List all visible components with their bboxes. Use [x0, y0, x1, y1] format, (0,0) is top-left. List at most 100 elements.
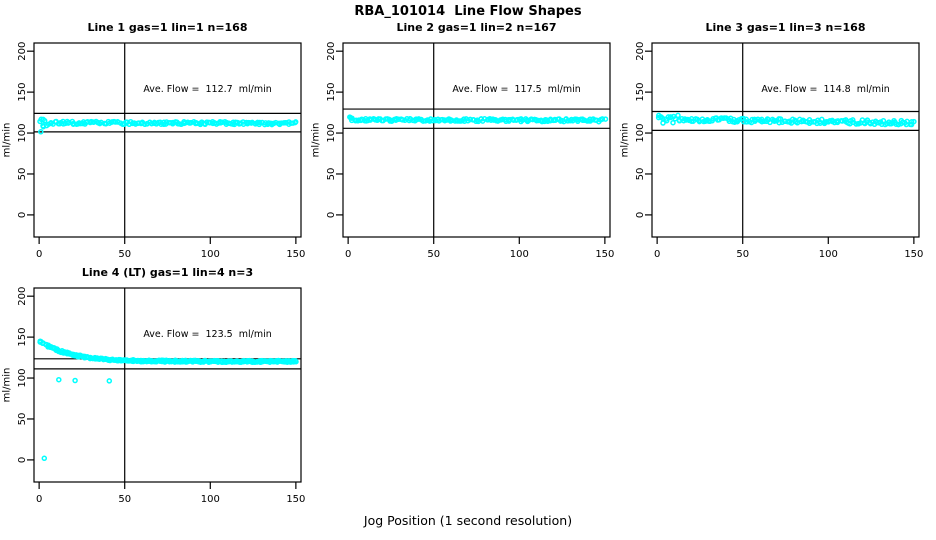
plot-border [33, 287, 302, 483]
data-point [213, 358, 219, 364]
data-point [667, 114, 674, 120]
y-tick-label: 150 [17, 83, 28, 102]
plot-border [342, 42, 611, 238]
data-point [125, 358, 132, 364]
data-point [911, 118, 917, 125]
y-tick-label: 100 [326, 123, 337, 142]
x-tick-label: 100 [819, 249, 838, 260]
subplot-title: Line 1 gas=1 lin=1 n=168 [87, 21, 248, 34]
data-point [121, 357, 127, 363]
data-point [132, 357, 139, 364]
data-point [743, 119, 750, 125]
subplot-line4: Line 4 (LT) gas=1 lin=4 n=3 Ave. Flow = … [2, 266, 301, 482]
data-point [259, 357, 265, 364]
x-tick-label: 100 [510, 249, 529, 260]
y-tick-label: 200 [635, 42, 646, 61]
y-tick-label: 50 [17, 413, 28, 426]
y-tick-label: 0 [17, 212, 28, 218]
data-point [743, 116, 749, 123]
x-tick-label: 150 [286, 249, 305, 260]
x-tick-label: 50 [118, 494, 131, 505]
data-point [81, 355, 88, 361]
data-point [241, 357, 247, 364]
data-point [163, 358, 170, 364]
data-point [151, 358, 158, 365]
y-axis-label: ml/min [1, 122, 13, 158]
x-tick-label: 150 [595, 249, 614, 260]
x-tick-label: 100 [201, 494, 220, 505]
data-point [186, 358, 193, 364]
y-tick-label: 200 [17, 287, 28, 306]
data-point [819, 116, 825, 123]
x-tick-label: 0 [654, 249, 660, 260]
subplot-group-1: 0 50 100 150 0 50 100 150 200 [17, 42, 305, 260]
x-tick-label: 0 [345, 249, 351, 260]
data-point [257, 119, 263, 126]
data-point [228, 358, 235, 364]
data-point [112, 119, 119, 125]
data-point [283, 358, 289, 364]
data-point [61, 349, 68, 355]
data-point [140, 358, 147, 365]
data-point [670, 119, 676, 126]
ave-flow-annotation: Ave. Flow = 112.7 ml/min [143, 84, 272, 95]
subplot-group-3: 0 50 100 150 0 50 100 150 200 [635, 42, 923, 260]
subplot-title: Line 3 gas=1 lin=3 n=168 [705, 21, 866, 34]
x-tick-label: 0 [36, 494, 42, 505]
data-point [675, 112, 681, 119]
data-point [292, 358, 298, 364]
ave-flow-annotation: Ave. Flow = 114.8 ml/min [761, 84, 890, 95]
x-tick-label: 50 [427, 249, 440, 260]
subplot-title: Line 4 (LT) gas=1 lin=4 n=3 [81, 266, 254, 279]
y-axis-label: ml/min [1, 367, 13, 403]
subplot-title: Line 2 gas=1 lin=2 n=167 [396, 21, 557, 34]
y-tick-label: 150 [326, 83, 337, 102]
data-point [226, 358, 232, 365]
y-tick-label: 200 [17, 42, 28, 61]
y-tick-label: 50 [635, 168, 646, 181]
data-point [267, 357, 273, 364]
data-point [256, 358, 262, 364]
data-point [50, 345, 56, 351]
y-tick-label: 0 [17, 457, 28, 463]
y-tick-label: 150 [17, 328, 28, 347]
plot-border [33, 42, 302, 238]
data-point [72, 377, 78, 384]
y-tick-label: 100 [17, 368, 28, 387]
y-tick-label: 150 [635, 83, 646, 102]
data-point [184, 359, 190, 365]
x-tick-label: 0 [36, 249, 42, 260]
data-point [850, 117, 856, 123]
data-point [272, 358, 278, 365]
y-tick-label: 100 [635, 123, 646, 142]
y-tick-label: 50 [17, 168, 28, 181]
x-axis-label: Jog Position (1 second resolution) [363, 513, 573, 528]
data-point [602, 116, 609, 122]
data-point [827, 117, 833, 124]
x-tick-label: 150 [904, 249, 923, 260]
data-point [599, 116, 606, 122]
plot-border [651, 42, 920, 238]
data-point [292, 119, 299, 125]
subplot-line2: Line 2 gas=1 lin=2 n=167 Ave. Flow = 117… [311, 21, 610, 237]
data-point [192, 358, 199, 364]
data-point [347, 114, 353, 120]
y-tick-label: 0 [635, 212, 646, 218]
y-tick-label: 50 [326, 168, 337, 181]
data-point [143, 358, 150, 365]
subplot-line3: Line 3 gas=1 lin=3 n=168 Ave. Flow = 114… [620, 21, 919, 237]
data-point [223, 359, 230, 365]
x-tick-label: 150 [286, 494, 305, 505]
x-tick-label: 50 [736, 249, 749, 260]
y-axis-label: ml/min [310, 122, 322, 158]
data-point [38, 129, 44, 135]
data-point [138, 358, 144, 365]
data-point [660, 120, 666, 126]
data-point [173, 358, 180, 364]
data-point [40, 123, 47, 130]
y-axis-label: ml/min [619, 122, 631, 158]
y-tick-label: 0 [326, 212, 337, 218]
data-point [177, 358, 183, 364]
